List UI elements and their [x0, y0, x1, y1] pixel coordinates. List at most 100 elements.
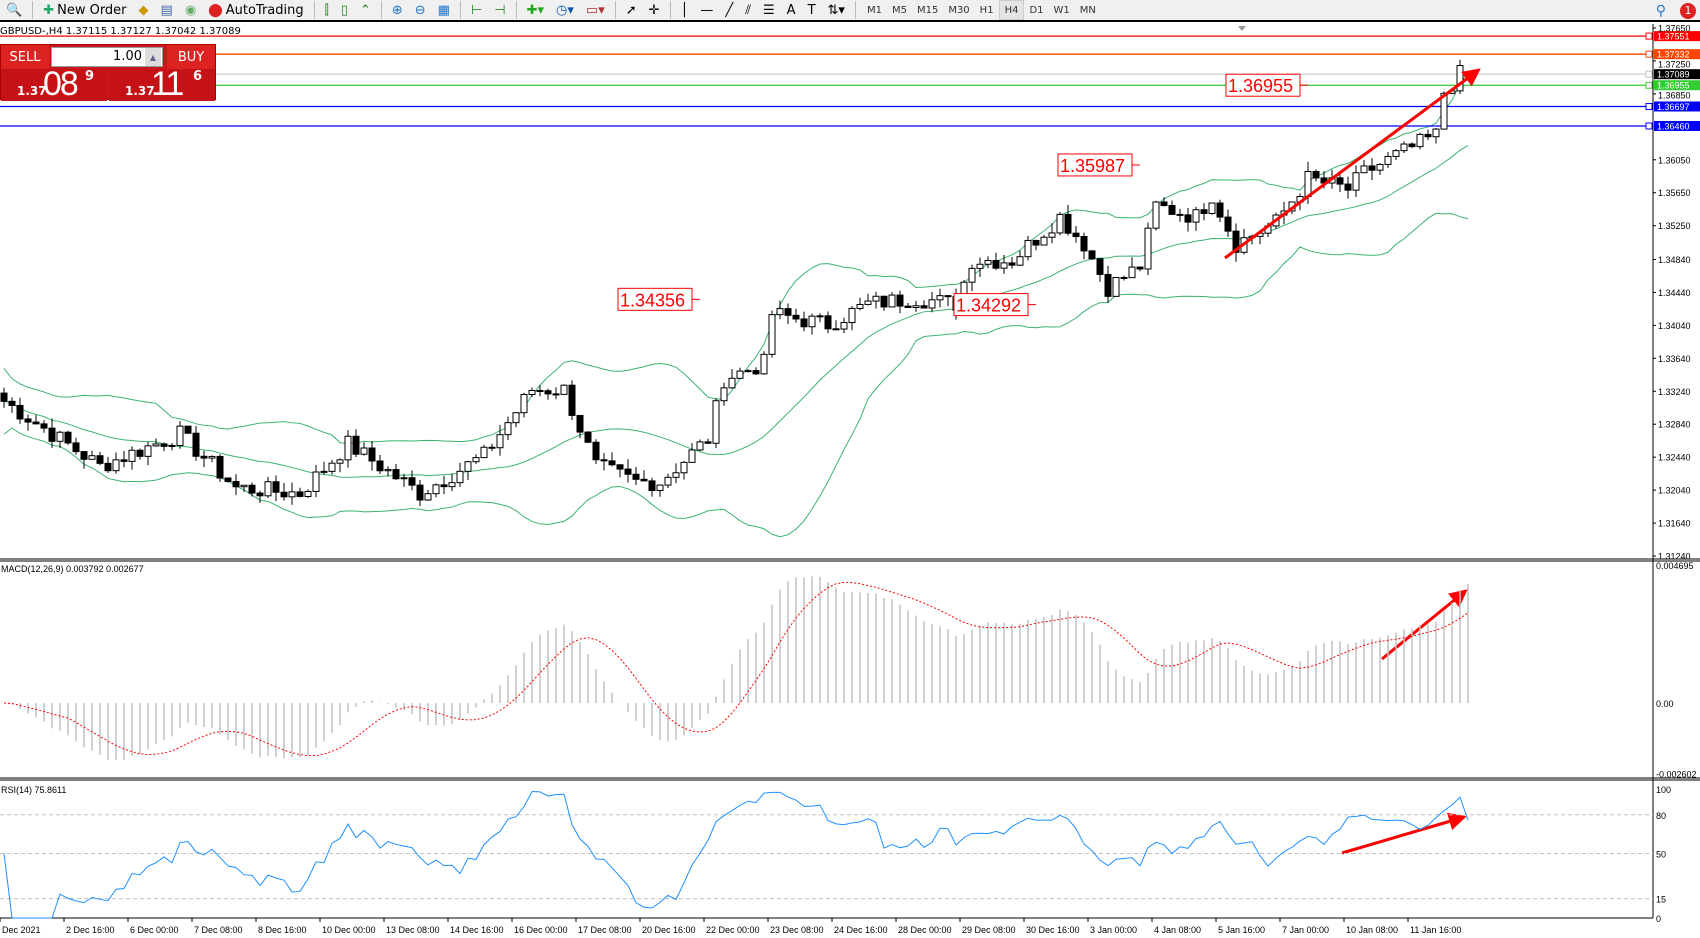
candle-body: [352, 435, 360, 455]
auto-scroll-icon[interactable]: ⊢: [470, 2, 483, 18]
price-tag-bg: [1654, 49, 1700, 60]
rsi-axis-label: 100: [1656, 785, 1671, 795]
bar-chart-icon[interactable]: ⫿: [324, 2, 329, 18]
metaeditor-icon[interactable]: ◆: [138, 2, 149, 18]
candle-body: [728, 377, 736, 389]
text-label-icon[interactable]: T: [807, 2, 816, 18]
candle-body: [1136, 266, 1144, 270]
candle-body: [592, 441, 600, 461]
lot-size-input[interactable]: 1.00: [51, 47, 163, 67]
candle-body: [1208, 202, 1216, 214]
sell-button[interactable]: SELL: [1, 45, 49, 69]
candle-body: [1368, 165, 1376, 171]
price-tag: 1.37089: [1657, 70, 1690, 80]
search-tool-icon[interactable]: 🔍: [6, 2, 23, 18]
timeframe-d1[interactable]: D1: [1029, 4, 1044, 16]
buy-price-button[interactable]: 1.37 11 6: [109, 65, 215, 103]
new-order-button[interactable]: ✚ New Order: [39, 0, 130, 20]
lot-increase-button[interactable]: ▲: [145, 48, 161, 66]
divider: [380, 1, 382, 19]
autotrading-button[interactable]: ⬤ AutoTrading: [204, 0, 307, 20]
time-axis-label: 2 Dec 16:00: [66, 925, 115, 935]
candle-body: [400, 477, 408, 480]
timeframe-m1[interactable]: M1: [866, 4, 882, 16]
time-axis-label: 29 Dec 08:00: [962, 925, 1016, 935]
candlestick-icon[interactable]: ▯: [340, 2, 348, 18]
timeframe-w1[interactable]: W1: [1053, 4, 1070, 16]
candle-body: [120, 459, 128, 462]
timeframe-h1[interactable]: H1: [979, 4, 994, 16]
search-icon[interactable]: ⚲: [1655, 3, 1666, 19]
price-axis-label: 1.34440: [1658, 288, 1691, 298]
fibonacci-icon[interactable]: ☰: [763, 2, 775, 18]
candle-body: [880, 295, 888, 308]
time-axis-label: 7 Dec 08:00: [194, 925, 243, 935]
timeframe-h4[interactable]: H4: [998, 0, 1025, 20]
signals-icon[interactable]: ◉: [184, 2, 197, 18]
candle-body: [376, 460, 384, 472]
price-tag-bg: [1654, 69, 1700, 80]
timeframe-m30[interactable]: M30: [948, 4, 970, 16]
candle-body: [416, 484, 424, 501]
indicators-icon[interactable]: ✚▾: [526, 2, 545, 18]
templates-icon[interactable]: ▭▾: [585, 2, 605, 18]
notification-badge[interactable]: 1: [1680, 3, 1696, 19]
horizontal-line-icon[interactable]: —: [700, 2, 714, 18]
hline-handle: [1645, 102, 1653, 110]
tile-windows-icon[interactable]: ▦: [437, 2, 450, 18]
macd-axis-label: -0.002602: [1656, 769, 1697, 779]
buy-button[interactable]: BUY: [167, 45, 215, 69]
cursor-icon[interactable]: ➚: [625, 2, 637, 18]
vertical-line-icon[interactable]: │: [680, 2, 689, 18]
time-axis-label: 23 Dec 08:00: [770, 925, 824, 935]
line-chart-icon[interactable]: ⌃: [359, 2, 371, 18]
candle-body: [800, 318, 808, 328]
time-axis-label: 13 Dec 08:00: [386, 925, 440, 935]
crosshair-icon[interactable]: ✛: [648, 2, 660, 18]
candle-body: [192, 432, 200, 457]
candle-body: [824, 315, 832, 330]
candle-body: [1416, 133, 1424, 148]
candle-body: [1392, 150, 1400, 157]
timeframes: M1 M5 M15 M30 H1 H4 D1 W1 MN: [862, 0, 1101, 20]
candle-body: [896, 294, 904, 307]
time-axis-label: 28 Dec 00:00: [898, 925, 952, 935]
timeframe-m15[interactable]: M15: [916, 4, 939, 16]
timeframe-m5[interactable]: M5: [891, 4, 907, 16]
timeframe-mn[interactable]: MN: [1079, 4, 1096, 16]
arrows-icon[interactable]: ⇅▾: [827, 2, 845, 18]
candle-body: [1440, 92, 1448, 130]
candle-body: [488, 446, 496, 449]
text-icon[interactable]: A: [786, 2, 796, 18]
candle-body: [760, 353, 768, 375]
bb-upper-line: [3, 71, 1469, 445]
candle-body: [16, 404, 24, 420]
rsi-axis-label: 80: [1656, 811, 1666, 821]
candle-body: [552, 393, 560, 396]
trendline-icon[interactable]: ╱: [725, 2, 734, 18]
zoom-in-icon[interactable]: ⊕: [391, 2, 403, 18]
channel-icon[interactable]: ⫽: [745, 2, 752, 18]
candle-body: [472, 457, 480, 463]
price-axis-label: 1.37250: [1658, 59, 1691, 69]
time-axis-label: 11 Jan 16:00: [1410, 925, 1461, 935]
price-tag: 1.36460: [1657, 122, 1690, 132]
candle-body: [840, 322, 848, 330]
zoom-out-icon[interactable]: ⊖: [414, 2, 426, 18]
terminal-icon[interactable]: ▤: [160, 2, 173, 18]
candle-body: [1376, 163, 1384, 171]
candle-body: [1016, 256, 1024, 266]
candle-body: [848, 307, 856, 324]
candle-body: [648, 480, 656, 492]
candle-body: [736, 370, 744, 379]
time-axis-label: 16 Dec 00:00: [514, 925, 568, 935]
right-icons: ⚲ 1: [1656, 0, 1696, 22]
sell-price-button[interactable]: 1.37 08 9: [1, 65, 107, 103]
periods-icon[interactable]: ◷▾: [556, 2, 574, 18]
candle-body: [568, 384, 576, 416]
chart-shift-icon[interactable]: ⊣: [494, 2, 506, 18]
candle-body: [832, 328, 840, 331]
time-axis-label: 10 Jan 08:00: [1346, 925, 1398, 935]
price-tag-bg: [1654, 31, 1700, 42]
